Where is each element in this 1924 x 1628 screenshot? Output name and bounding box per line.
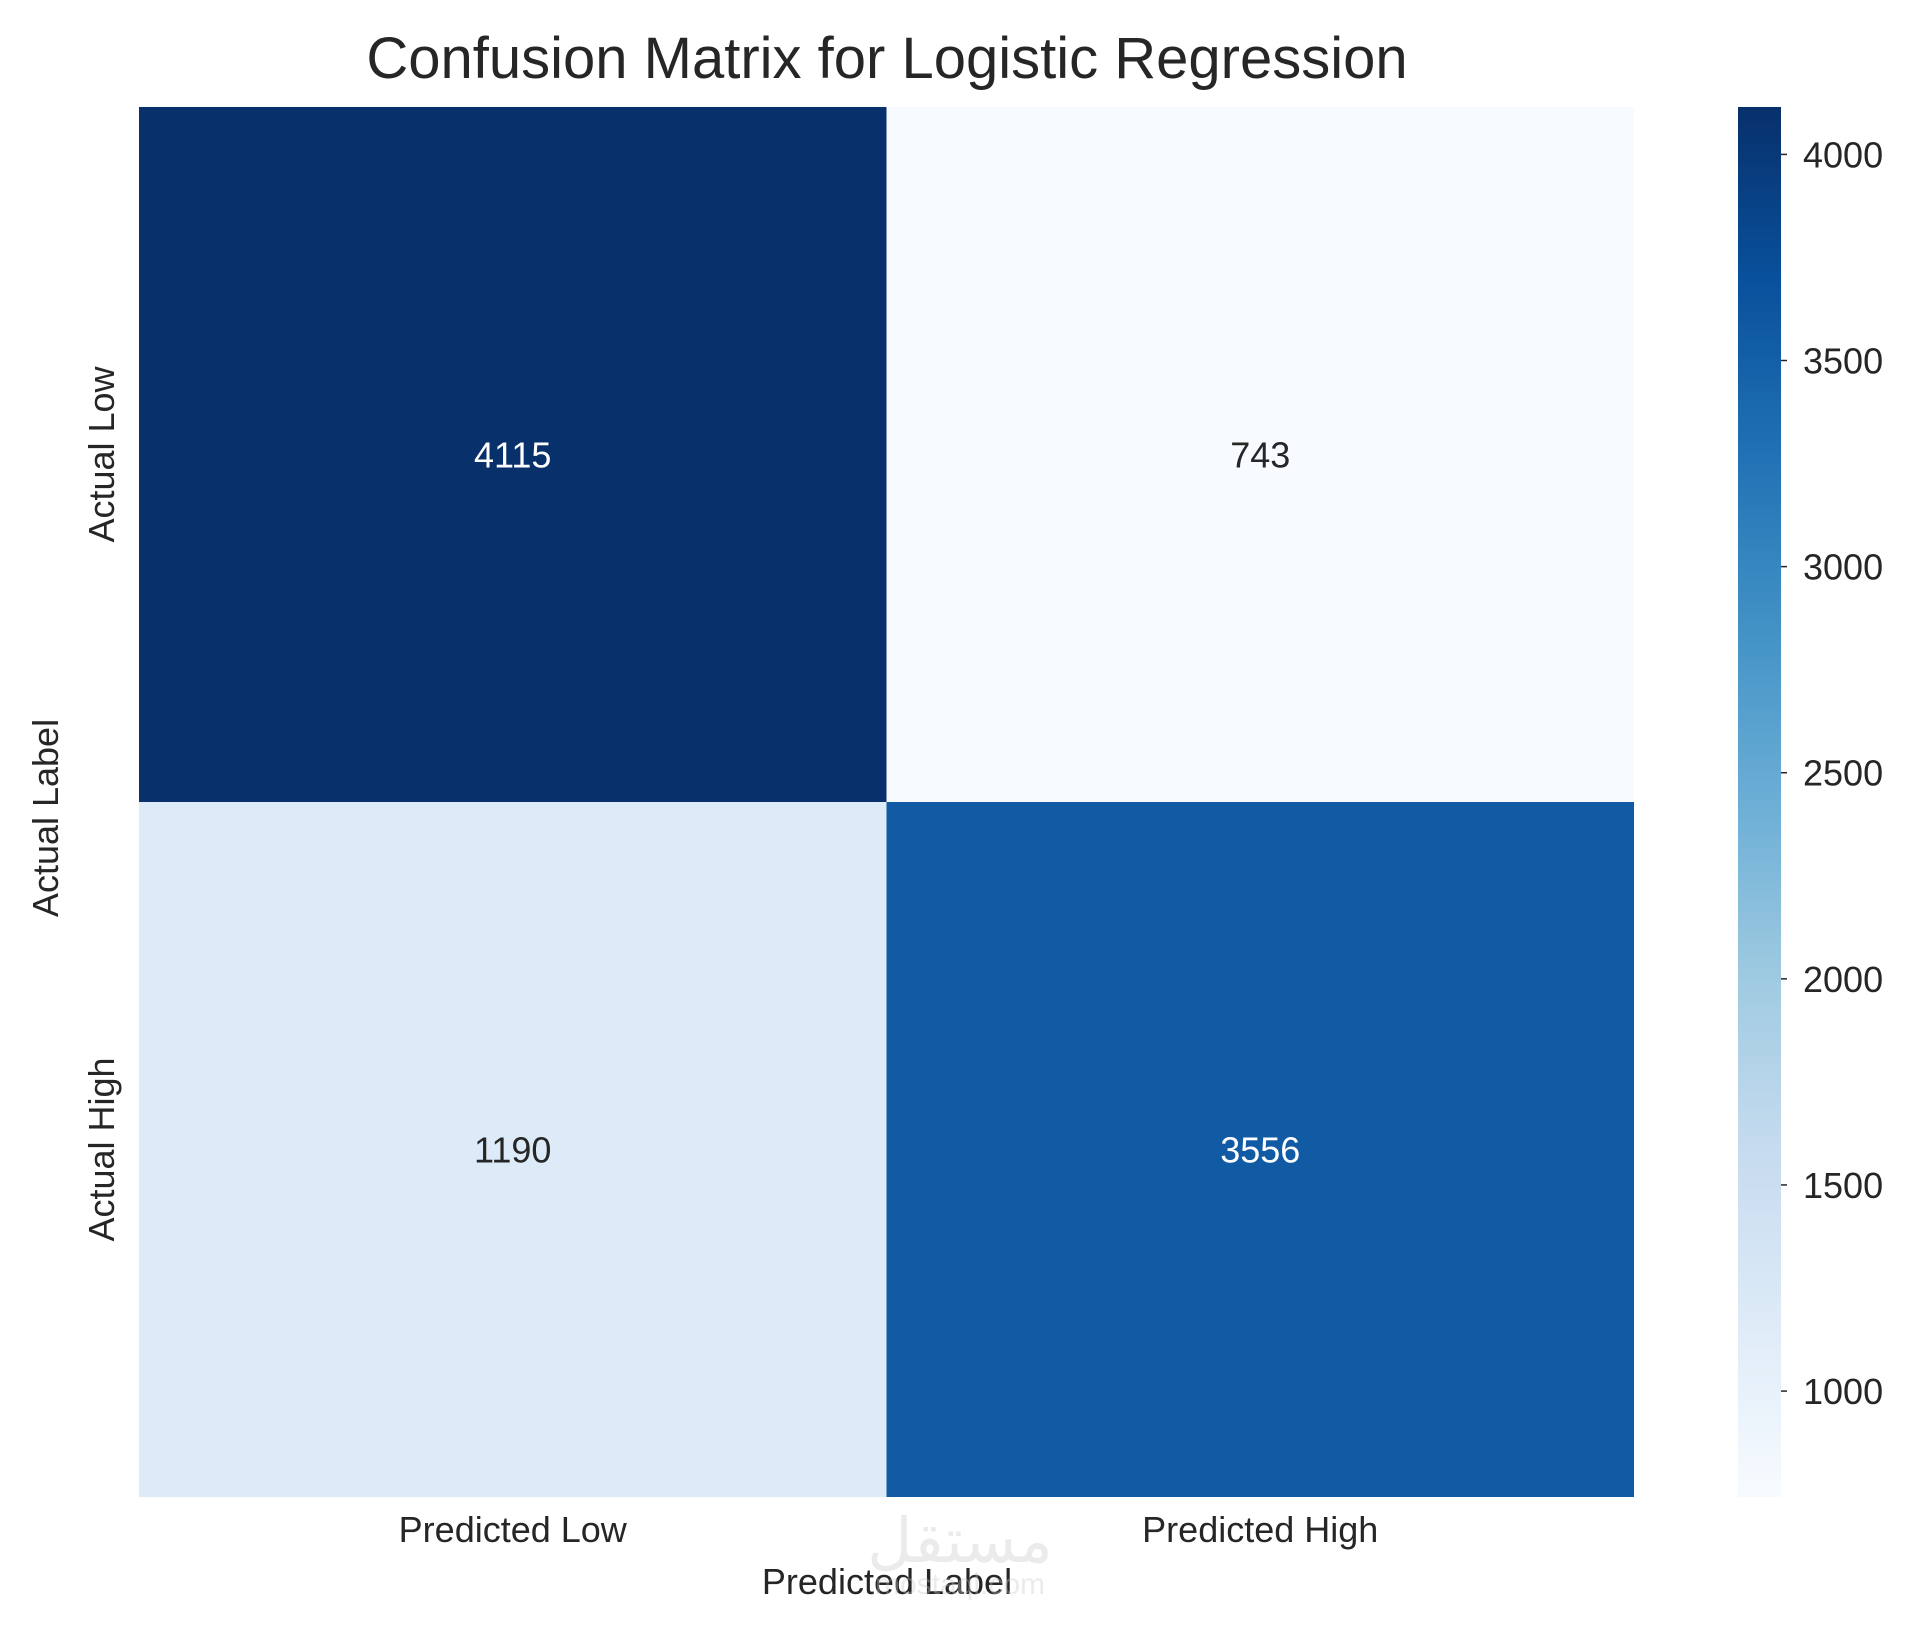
y-tick-label: Actual High xyxy=(81,1057,122,1241)
heatmap-cell xyxy=(139,802,887,1497)
x-tick-labels: Predicted Low Predicted High xyxy=(399,1509,1379,1550)
watermark-text: مستقل xyxy=(867,1507,1053,1576)
x-tick-label: Predicted High xyxy=(1142,1509,1378,1550)
colorbar-tick-label: 2500 xyxy=(1803,753,1883,794)
colorbar-tick-label: 3500 xyxy=(1803,341,1883,382)
colorbar xyxy=(1738,107,1781,1497)
heatmap-cells: 4115 743 1190 3556 xyxy=(139,107,1634,1497)
heatmap-cell xyxy=(886,802,1634,1497)
colorbar-tick-label: 2000 xyxy=(1803,959,1883,1000)
cell-value-label: 3556 xyxy=(1220,1130,1300,1171)
x-axis-label: Predicted Label xyxy=(762,1561,1012,1602)
y-tick-label: Actual Low xyxy=(81,365,122,542)
colorbar-tick-label: 3000 xyxy=(1803,547,1883,588)
watermark-logo: مستقل mostaql.com xyxy=(867,1507,1053,1601)
colorbar-tick-label: 1500 xyxy=(1803,1165,1883,1206)
cell-value-label: 743 xyxy=(1230,435,1290,476)
chart-title: Confusion Matrix for Logistic Regression xyxy=(366,26,1407,91)
colorbar-tick-label: 1000 xyxy=(1803,1371,1883,1412)
cell-value-label: 1190 xyxy=(474,1130,551,1171)
y-tick-labels: Actual Low Actual High xyxy=(81,365,122,1241)
watermark-subtext: mostaql.com xyxy=(875,1568,1045,1601)
colorbar-tick-label: 4000 xyxy=(1803,134,1883,175)
heatmap-cell xyxy=(139,107,887,802)
x-tick-label: Predicted Low xyxy=(399,1509,628,1550)
cell-value-label: 4115 xyxy=(474,435,551,476)
colorbar-tick-labels: 1000 1500 2000 2500 3000 3500 4000 xyxy=(1781,134,1883,1412)
heatmap-cell xyxy=(886,107,1634,802)
y-axis-label: Actual Label xyxy=(25,719,66,917)
